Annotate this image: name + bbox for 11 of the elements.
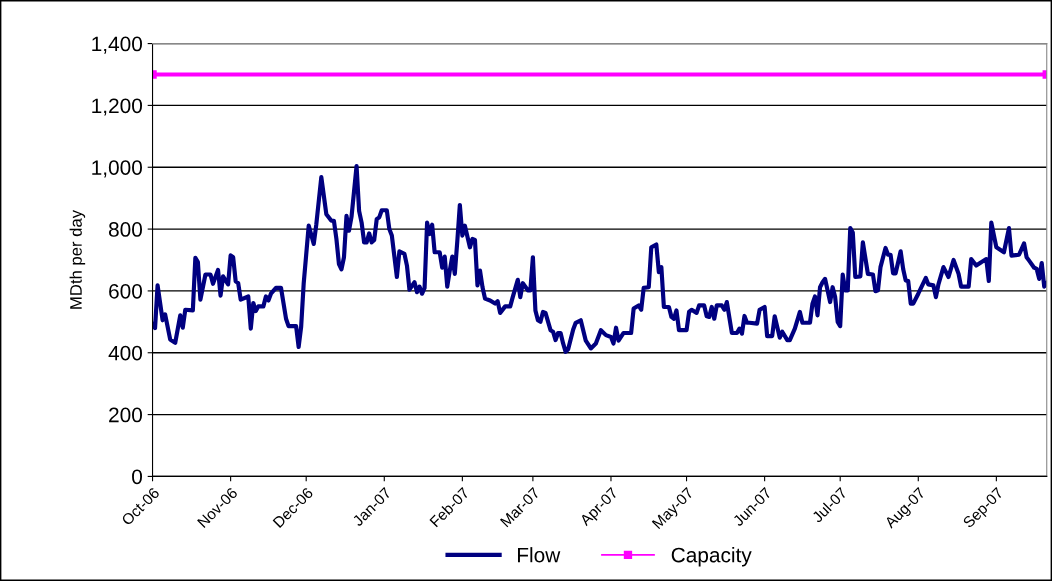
y-tick-label: 1,400	[92, 36, 143, 54]
y-tick-label: 1,000	[92, 160, 143, 178]
y-tick-label: 400	[108, 345, 143, 361]
legend-label: Flow	[518, 547, 561, 563]
y-tick-label: 0	[132, 469, 142, 485]
y-tick-label: 800	[108, 222, 143, 237]
y-tick-label: 600	[109, 283, 143, 299]
y-tick-label: 1,200	[92, 98, 143, 116]
y-axis-title: MDth per day	[69, 210, 86, 309]
y-tick-label: 200	[109, 407, 143, 423]
legend-label: Capacity	[671, 547, 752, 567]
